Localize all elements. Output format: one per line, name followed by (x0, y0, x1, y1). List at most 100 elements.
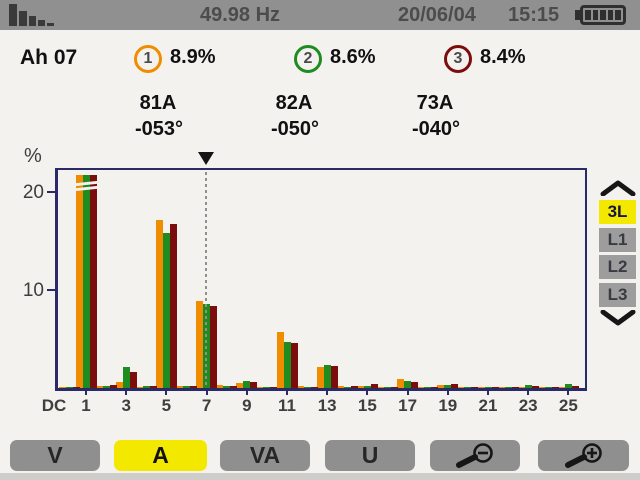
x-tick-mark (567, 391, 570, 395)
harmonic-bar (89, 175, 97, 388)
harmonic-bar (391, 387, 398, 388)
harmonic-bar (82, 175, 90, 388)
harmonic-bar (270, 386, 278, 388)
harmonic-bar (336, 386, 344, 388)
harmonic-bar (431, 386, 439, 388)
v-button[interactable]: V (10, 440, 100, 471)
harmonic-bar (417, 386, 425, 388)
y-tick-label-10: 10 (22, 280, 44, 301)
harmonic-bar (276, 332, 284, 388)
u-button[interactable]: U (325, 440, 415, 471)
time-display: 15:15 (508, 4, 560, 26)
harmonic-bar (196, 300, 204, 388)
harmonic-bar (323, 365, 331, 388)
harmonic-bar (551, 387, 559, 388)
harmonic-bar (122, 367, 130, 388)
harmonic-bar (149, 385, 157, 388)
battery-icon (580, 5, 626, 25)
harmonic-bar (451, 383, 459, 388)
harmonic-bar (557, 386, 565, 388)
harmonic-bar (571, 385, 579, 388)
channel-l2-button[interactable]: L2 (599, 255, 636, 279)
x-tick-mark (85, 391, 87, 395)
x-tick-label: 19 (438, 396, 458, 415)
phase-3-current: 73A (416, 92, 454, 114)
harmonic-bar (283, 341, 291, 388)
y-axis-label: % (24, 145, 42, 167)
harmonic-bar (544, 387, 552, 388)
harmonic-bar (95, 385, 103, 388)
harmonic-bar (142, 386, 150, 388)
harmonic-bar (115, 382, 123, 388)
phase-2-percent: 8.6% (330, 46, 376, 68)
harmonic-bar (243, 380, 251, 388)
y-tick-mark-10 (47, 289, 56, 291)
harmonic-bar (162, 233, 170, 388)
zoom-out-button[interactable] (430, 440, 520, 471)
harmonic-bar (290, 342, 298, 388)
measurement-label: Ah 07 (20, 46, 78, 69)
harmonic-bar (316, 367, 324, 388)
x-tick-label: 7 (201, 396, 212, 415)
x-tick-label: 21 (478, 396, 498, 415)
harmonics-bar-chart (58, 170, 585, 388)
x-tick-mark (205, 391, 208, 395)
harmonic-bar (384, 387, 391, 388)
harmonic-bar (437, 385, 445, 388)
harmonic-bar (303, 386, 311, 388)
x-tick-mark (286, 391, 288, 395)
harmonic-bar (564, 384, 572, 388)
harmonic-bar (457, 387, 465, 388)
x-tick-label: 1 (81, 396, 91, 415)
harmonic-bar (263, 386, 271, 388)
x-tick-mark (446, 391, 449, 395)
harmonic-bar (444, 384, 452, 388)
harmonic-bar (497, 387, 505, 388)
bottom-edge (0, 473, 640, 480)
x-tick-mark (406, 391, 409, 395)
x-tick-label: 5 (161, 396, 172, 415)
harmonic-bar (424, 387, 432, 388)
y-tick-mark-20 (47, 191, 56, 193)
channel-3l-button[interactable]: 3L (599, 200, 636, 224)
channel-down-button[interactable] (600, 309, 636, 326)
harmonic-bar (491, 386, 499, 388)
date-display: 20/06/04 (398, 4, 476, 26)
zoom-in-button[interactable] (538, 440, 629, 471)
harmonic-bar (471, 387, 479, 388)
x-tick-label: 9 (242, 396, 252, 415)
phase-3-percent: 8.4% (480, 46, 526, 68)
channel-l3-button[interactable]: L3 (599, 283, 636, 307)
harmonic-bar (343, 386, 351, 388)
phase-1-percent: 8.9% (170, 46, 216, 68)
harmonic-bar (363, 385, 371, 388)
harmonic-bar (75, 175, 83, 388)
harmonic-bar (330, 366, 338, 388)
harmonic-bar (537, 387, 545, 388)
cursor-line (205, 172, 207, 388)
phase-3-badge: 3 (444, 45, 472, 73)
x-tick-mark (527, 391, 530, 395)
x-tick-mark (366, 391, 369, 395)
harmonic-bar (411, 382, 419, 388)
x-tick-label: 23 (518, 396, 538, 415)
harmonic-bar (524, 384, 532, 388)
harmonic-bar (511, 387, 519, 388)
harmonic-bar (350, 386, 358, 388)
harmonic-bar (256, 386, 264, 388)
battery-terminal (575, 10, 580, 20)
x-tick-label: 15 (357, 396, 377, 415)
a-button[interactable]: A (114, 440, 207, 471)
y-tick-label-20: 20 (22, 182, 44, 203)
va-button[interactable]: VA (220, 440, 310, 471)
channel-up-button[interactable] (600, 180, 636, 197)
x-tick-label: 13 (317, 396, 337, 415)
harmonic-bar (176, 385, 183, 388)
harmonic-bar (190, 386, 197, 388)
harmonic-bar (477, 386, 485, 388)
harmonic-bar (135, 386, 143, 388)
harmonic-bar (356, 386, 364, 388)
harmonic-bar (102, 386, 110, 388)
channel-l1-button[interactable]: L1 (599, 228, 636, 252)
